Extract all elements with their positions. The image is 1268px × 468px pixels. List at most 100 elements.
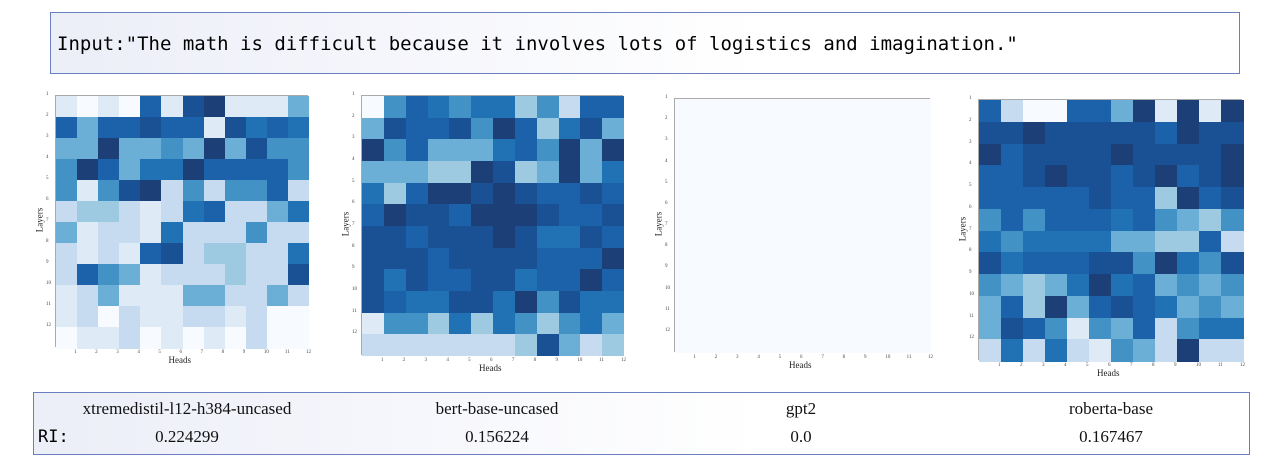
heatmap-cell bbox=[781, 268, 804, 290]
heatmap-cell bbox=[717, 120, 740, 142]
heatmap-cell bbox=[675, 99, 697, 121]
heatmap-cell bbox=[98, 96, 120, 118]
heatmap-cell bbox=[405, 161, 428, 184]
heatmap-cell bbox=[77, 96, 99, 118]
heatmap-cell bbox=[119, 285, 141, 307]
x-tick-label: 10 bbox=[885, 355, 891, 360]
heatmap-cell bbox=[536, 182, 559, 205]
heatmap-cell bbox=[514, 204, 538, 227]
x-tick-label: 7 bbox=[1130, 363, 1133, 368]
heatmap-cell bbox=[493, 139, 516, 162]
y-tick-label: 1 bbox=[969, 96, 972, 101]
heatmap-cell bbox=[1199, 187, 1222, 210]
heatmap-cell bbox=[1155, 252, 1178, 275]
heatmap-cell bbox=[182, 180, 205, 202]
y-tick-label: 4 bbox=[46, 155, 49, 160]
heatmap-cell bbox=[888, 331, 911, 354]
heatmap-cell bbox=[140, 222, 162, 244]
heatmap-cell bbox=[696, 226, 719, 248]
heatmap-cell bbox=[1111, 295, 1134, 318]
heatmap-cell bbox=[909, 162, 932, 185]
heatmap-cell bbox=[427, 291, 450, 314]
y-tick-label: 9 bbox=[352, 265, 355, 271]
heatmap-cell bbox=[245, 264, 268, 286]
heatmap-cell bbox=[781, 99, 804, 121]
heatmap-cell bbox=[824, 183, 847, 206]
heatmap-cell bbox=[602, 334, 625, 357]
y-tick-label: 5 bbox=[665, 179, 668, 185]
heatmap-cell bbox=[803, 183, 825, 206]
heatmap-cell bbox=[717, 141, 740, 163]
heatmap-cell bbox=[98, 264, 120, 286]
heatmap-cell bbox=[1067, 208, 1090, 231]
x-tick-label: 9 bbox=[1174, 363, 1177, 368]
heatmap-cell bbox=[1177, 165, 1200, 188]
heatmap-cell bbox=[888, 120, 911, 142]
y-tick-label: 11 bbox=[665, 306, 670, 312]
heatmap-cell bbox=[77, 327, 99, 349]
heatmap-cell bbox=[161, 201, 183, 223]
heatmap-cell bbox=[56, 306, 78, 328]
heatmap-cell bbox=[536, 117, 559, 140]
heatmap-cell bbox=[1001, 274, 1024, 297]
heatmap-cell bbox=[514, 312, 538, 335]
heatmap-cell bbox=[266, 138, 289, 160]
heatmap-cell bbox=[119, 201, 141, 223]
heatmap-cell bbox=[56, 327, 78, 349]
heatmap-cell bbox=[245, 327, 268, 349]
heatmap-cell bbox=[140, 306, 162, 328]
heatmap-cell bbox=[140, 117, 162, 139]
heatmap-cell bbox=[739, 162, 761, 185]
heatmap-cell bbox=[161, 159, 183, 181]
heatmap-cell bbox=[383, 139, 407, 162]
y-tick-label: 10 bbox=[969, 291, 974, 297]
heatmap-cell bbox=[979, 295, 1002, 318]
heatmap-cell bbox=[161, 285, 183, 307]
heatmap-cell bbox=[803, 310, 825, 333]
heatmap-cell bbox=[493, 182, 516, 205]
heatmap-cell bbox=[760, 99, 783, 121]
heatmap-cell bbox=[602, 247, 625, 270]
heatmap-cell bbox=[362, 139, 385, 162]
heatmap-cell bbox=[1023, 252, 1046, 275]
heatmap-cell bbox=[1001, 165, 1024, 188]
heatmap-cell bbox=[56, 138, 78, 160]
heatmap-cell bbox=[266, 285, 289, 307]
x-tick-label: 6 bbox=[800, 355, 803, 360]
heatmap-cell bbox=[1133, 121, 1156, 144]
heatmap-cell bbox=[1177, 317, 1200, 340]
heatmap-cell bbox=[717, 226, 740, 248]
heatmap-cell bbox=[717, 99, 740, 121]
heatmap-cell bbox=[1111, 143, 1134, 166]
heatmap-cell bbox=[98, 159, 120, 181]
heatmap-cell bbox=[760, 226, 783, 248]
heatmap-cell bbox=[760, 120, 783, 142]
heatmap-cell bbox=[119, 138, 141, 160]
heatmap-cell bbox=[1155, 317, 1178, 340]
heatmap-cell bbox=[1045, 230, 1068, 253]
heatmap-cell bbox=[824, 331, 847, 354]
heatmap-cell bbox=[909, 183, 932, 206]
heatmap-cell bbox=[867, 120, 889, 142]
heatmap-cell bbox=[867, 247, 889, 269]
heatmap-cell bbox=[98, 327, 120, 349]
y-tick-label: 5 bbox=[352, 178, 355, 184]
heatmap-cell bbox=[888, 204, 911, 227]
y-tick-label: 5 bbox=[969, 183, 972, 188]
heatmap-cell bbox=[77, 306, 99, 328]
ri-label: RI: bbox=[38, 427, 69, 447]
heatmap-cell bbox=[1221, 165, 1244, 188]
heatmap-cell bbox=[224, 201, 247, 223]
heatmap-cell bbox=[1133, 317, 1156, 340]
heatmap-cell bbox=[1045, 274, 1068, 297]
heatmap-cell bbox=[77, 285, 99, 307]
heatmap-cell bbox=[161, 138, 183, 160]
heatmap-cell bbox=[224, 222, 247, 244]
heatmap-cell bbox=[739, 268, 761, 290]
heatmap-cell bbox=[1089, 208, 1112, 231]
heatmap-cell bbox=[245, 138, 268, 160]
x-tick-label: 11 bbox=[599, 358, 604, 363]
heatmap-cell bbox=[536, 334, 559, 357]
heatmap-cell bbox=[266, 96, 289, 118]
heatmap-cell bbox=[182, 264, 205, 286]
